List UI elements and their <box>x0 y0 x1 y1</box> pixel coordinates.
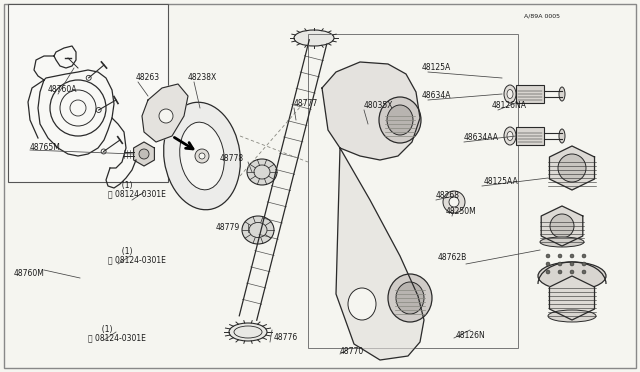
Text: 48762B: 48762B <box>438 253 467 262</box>
Circle shape <box>570 270 574 274</box>
Circle shape <box>195 149 209 163</box>
Circle shape <box>443 191 465 213</box>
Polygon shape <box>550 146 595 190</box>
Circle shape <box>558 254 562 258</box>
Ellipse shape <box>348 288 376 320</box>
Ellipse shape <box>164 102 241 210</box>
Ellipse shape <box>504 85 516 103</box>
Polygon shape <box>134 142 154 166</box>
Text: 48125A: 48125A <box>422 63 451 72</box>
Circle shape <box>582 254 586 258</box>
Ellipse shape <box>548 310 596 322</box>
Circle shape <box>546 270 550 274</box>
Text: Ⓑ 08124-0301E: Ⓑ 08124-0301E <box>88 333 146 342</box>
Circle shape <box>139 149 149 159</box>
Text: 48777: 48777 <box>294 99 318 108</box>
Ellipse shape <box>396 282 424 314</box>
Ellipse shape <box>559 87 565 101</box>
Ellipse shape <box>247 159 277 185</box>
Polygon shape <box>550 276 595 320</box>
Text: 48760A: 48760A <box>48 85 77 94</box>
Text: 48779: 48779 <box>216 223 240 232</box>
Circle shape <box>570 254 574 258</box>
Text: 48770: 48770 <box>340 347 364 356</box>
Text: A/89A 0005: A/89A 0005 <box>524 13 560 18</box>
Text: Ⓑ 08124-0301E: Ⓑ 08124-0301E <box>108 189 166 198</box>
Text: 48126N: 48126N <box>456 331 486 340</box>
Ellipse shape <box>294 30 334 46</box>
Polygon shape <box>142 84 188 142</box>
Ellipse shape <box>379 97 421 143</box>
Text: (1): (1) <box>117 247 132 256</box>
Ellipse shape <box>507 131 513 141</box>
Bar <box>308 34 518 348</box>
Circle shape <box>558 262 562 266</box>
Ellipse shape <box>559 129 565 143</box>
Circle shape <box>159 109 173 123</box>
Circle shape <box>582 270 586 274</box>
Text: 48760M: 48760M <box>14 269 45 278</box>
Text: 48634AA: 48634AA <box>464 133 499 142</box>
Text: 48634A: 48634A <box>422 91 451 100</box>
Ellipse shape <box>504 127 516 145</box>
Circle shape <box>558 270 562 274</box>
Text: 48035X: 48035X <box>364 101 394 110</box>
Text: (1): (1) <box>117 181 132 190</box>
Circle shape <box>546 262 550 266</box>
Bar <box>8 4 168 182</box>
Ellipse shape <box>387 105 413 135</box>
Text: Ⓑ 08124-0301E: Ⓑ 08124-0301E <box>108 255 166 264</box>
Text: 48250M: 48250M <box>446 207 477 216</box>
Text: (1): (1) <box>97 325 113 334</box>
Circle shape <box>550 214 574 238</box>
Ellipse shape <box>229 323 267 341</box>
Circle shape <box>582 262 586 266</box>
Bar <box>516 127 544 145</box>
Ellipse shape <box>507 90 513 99</box>
Circle shape <box>546 254 550 258</box>
Polygon shape <box>322 62 420 160</box>
Text: 48263: 48263 <box>136 73 160 82</box>
Text: 48778: 48778 <box>220 154 244 163</box>
Text: 48765M: 48765M <box>30 143 61 152</box>
Polygon shape <box>336 148 424 360</box>
Ellipse shape <box>180 122 224 190</box>
Ellipse shape <box>388 274 432 322</box>
Ellipse shape <box>540 237 584 247</box>
Text: 48125AA: 48125AA <box>484 177 519 186</box>
Ellipse shape <box>242 216 274 244</box>
Text: 48238X: 48238X <box>188 73 217 82</box>
Circle shape <box>558 154 586 182</box>
Polygon shape <box>541 206 583 246</box>
Circle shape <box>199 153 205 159</box>
Ellipse shape <box>538 262 606 290</box>
Text: 48268: 48268 <box>436 191 460 200</box>
Circle shape <box>570 262 574 266</box>
Text: 48126NA: 48126NA <box>492 101 527 110</box>
Text: 48776: 48776 <box>274 333 298 342</box>
Circle shape <box>449 197 459 207</box>
Bar <box>516 85 544 103</box>
